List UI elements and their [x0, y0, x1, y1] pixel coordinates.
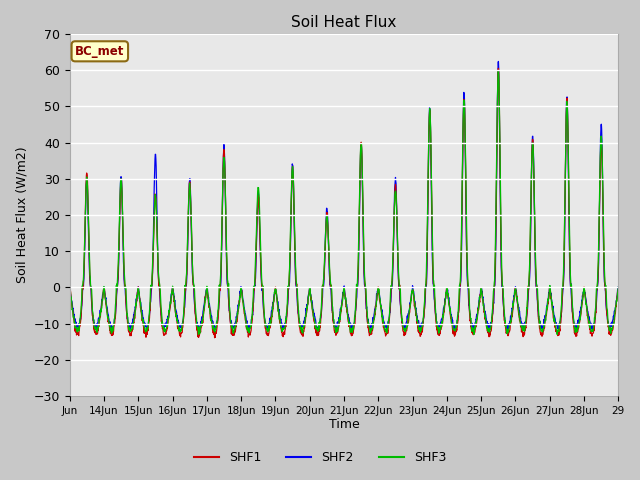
- SHF3: [94, 327, 102, 333]
- SHF2: [318, 296, 326, 302]
- Title: Soil Heat Flux: Soil Heat Flux: [291, 15, 397, 30]
- SHF3: [318, 284, 326, 289]
- Line: SHF3: SHF3: [70, 71, 618, 335]
- SHF1: [211, 335, 218, 341]
- Legend: SHF1, SHF2, SHF3: SHF1, SHF2, SHF3: [189, 446, 451, 469]
- SHF1: [599, 191, 607, 196]
- SHF1: [614, 287, 622, 292]
- SHF2: [94, 320, 102, 326]
- SHF1: [499, 283, 506, 289]
- SHF1: [599, 208, 607, 214]
- SHF3: [599, 181, 607, 187]
- SHF3: [494, 68, 502, 74]
- SHF1: [318, 295, 326, 300]
- Line: SHF2: SHF2: [70, 61, 618, 330]
- Text: BC_met: BC_met: [75, 45, 125, 58]
- SHF2: [495, 59, 502, 64]
- SHF2: [599, 187, 607, 192]
- SHF3: [499, 280, 506, 286]
- Y-axis label: Soil Heat Flux (W/m2): Soil Heat Flux (W/m2): [15, 146, 28, 283]
- Line: SHF1: SHF1: [70, 69, 618, 338]
- SHF1: [66, 282, 74, 288]
- SHF1: [333, 329, 340, 335]
- SHF2: [333, 324, 340, 330]
- SHF2: [66, 287, 74, 292]
- X-axis label: Time: Time: [328, 419, 360, 432]
- SHF3: [599, 195, 607, 201]
- SHF3: [195, 332, 202, 337]
- SHF2: [195, 327, 203, 333]
- SHF2: [499, 283, 506, 289]
- SHF3: [614, 284, 622, 290]
- SHF1: [495, 66, 502, 72]
- SHF3: [333, 325, 340, 331]
- SHF2: [614, 286, 622, 291]
- SHF3: [66, 284, 74, 289]
- SHF1: [94, 330, 102, 336]
- SHF2: [599, 207, 607, 213]
